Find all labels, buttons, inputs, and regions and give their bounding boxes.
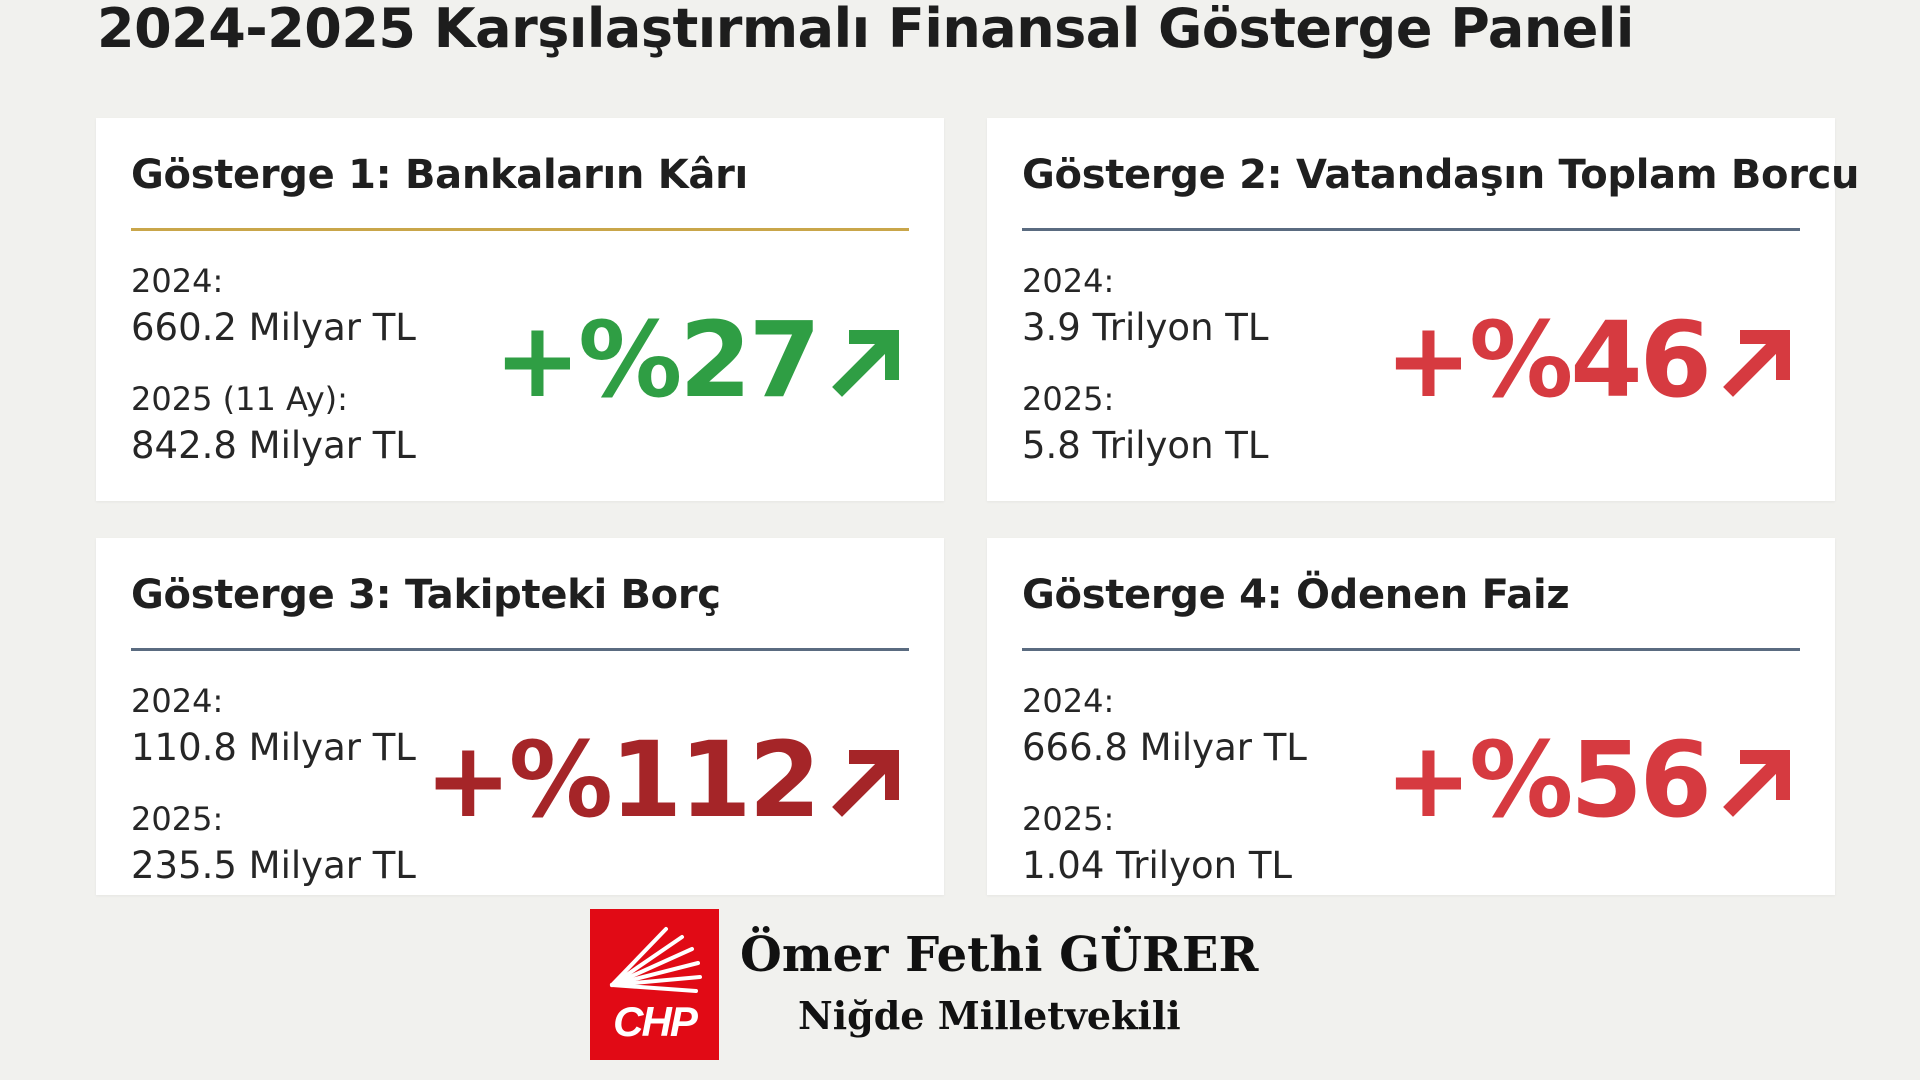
card-title: Gösterge 1: Bankaların Kârı xyxy=(131,152,748,198)
change-percent: +%56 xyxy=(1385,728,1797,832)
year-label-2025: 2025: xyxy=(1022,380,1115,418)
value-2025: 5.8 Trilyon TL xyxy=(1022,424,1269,467)
change-value: +%56 xyxy=(1384,719,1712,841)
change-value: +%46 xyxy=(1384,299,1712,421)
arrow-up-right-icon xyxy=(832,750,899,817)
change-value: +%112 xyxy=(424,719,821,841)
arrow-up-right-icon xyxy=(832,330,899,397)
page-title: 2024-2025 Karşılaştırmalı Finansal Göste… xyxy=(97,0,1634,60)
year-label-2024: 2024: xyxy=(1022,682,1115,720)
value-2024: 666.8 Milyar TL xyxy=(1022,726,1307,769)
value-2025: 842.8 Milyar TL xyxy=(131,424,416,467)
year-label-2025: 2025: xyxy=(131,800,224,838)
year-label-2024: 2024: xyxy=(1022,262,1115,300)
year-label-2025: 2025: xyxy=(1022,800,1115,838)
indicator-card-interest-paid: Gösterge 4: Ödenen Faiz 2024: 666.8 Mily… xyxy=(987,538,1835,895)
year-label-2025: 2025 (11 Ay): xyxy=(131,380,348,418)
card-title: Gösterge 4: Ödenen Faiz xyxy=(1022,572,1570,618)
change-percent: +%46 xyxy=(1385,308,1797,412)
indicator-card-overdue-debt: Gösterge 3: Takipteki Borç 2024: 110.8 M… xyxy=(96,538,944,895)
change-percent: +%112 xyxy=(425,728,906,832)
author-role: Niğde Milletvekili xyxy=(798,993,1181,1038)
year-label-2024: 2024: xyxy=(131,682,224,720)
change-value: +%27 xyxy=(493,299,821,421)
party-logo: CHP xyxy=(590,909,719,1060)
rays-icon xyxy=(610,927,702,993)
value-2025: 235.5 Milyar TL xyxy=(131,844,416,887)
value-2024: 3.9 Trilyon TL xyxy=(1022,306,1269,349)
card-title: Gösterge 3: Takipteki Borç xyxy=(131,572,721,618)
card-divider xyxy=(1022,228,1800,231)
indicator-card-bank-profit: Gösterge 1: Bankaların Kârı 2024: 660.2 … xyxy=(96,118,944,501)
change-percent: +%27 xyxy=(494,308,906,412)
card-divider xyxy=(1022,648,1800,651)
indicator-card-citizen-debt: Gösterge 2: Vatandaşın Toplam Borcu 2024… xyxy=(987,118,1860,501)
value-2024: 110.8 Milyar TL xyxy=(131,726,416,769)
value-2025: 1.04 Trilyon TL xyxy=(1022,844,1293,887)
author-name: Ömer Fethi GÜRER xyxy=(740,927,1259,983)
card-title: Gösterge 2: Vatandaşın Toplam Borcu xyxy=(1022,152,1860,198)
year-label-2024: 2024: xyxy=(131,262,224,300)
arrow-up-right-icon xyxy=(1723,750,1790,817)
card-divider xyxy=(131,228,909,231)
arrow-up-right-icon xyxy=(1723,330,1790,397)
value-2024: 660.2 Milyar TL xyxy=(131,306,416,349)
card-divider xyxy=(131,648,909,651)
logo-text: CHP xyxy=(613,998,698,1045)
